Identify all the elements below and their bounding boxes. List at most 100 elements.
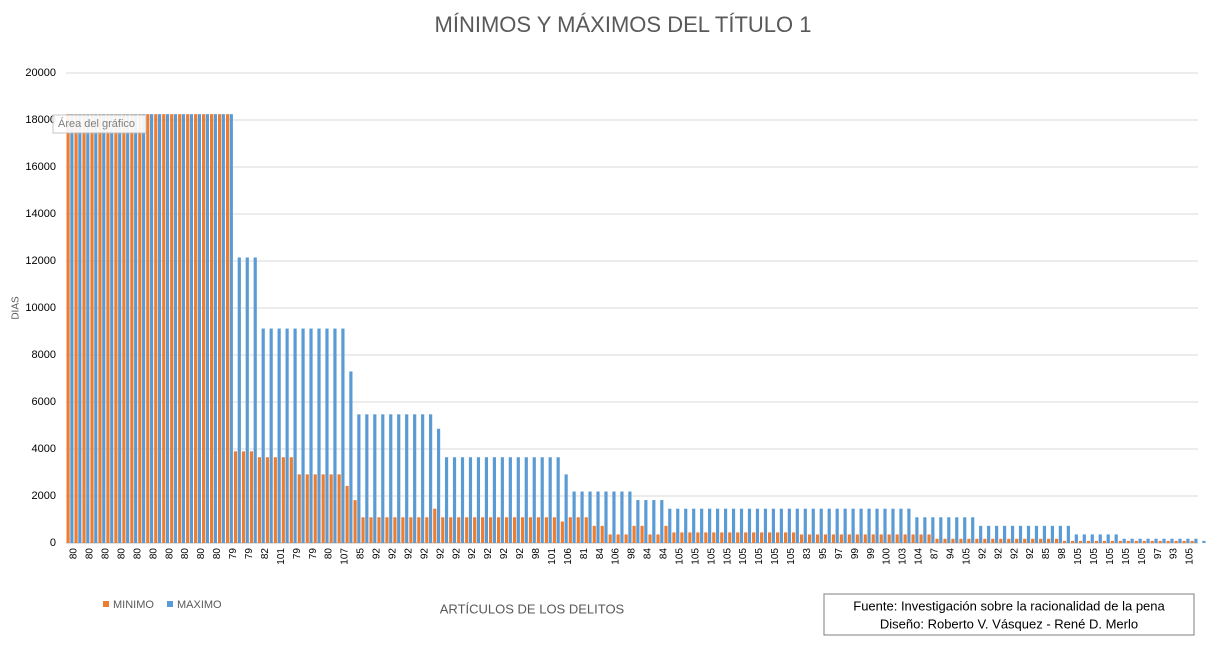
bar [544, 517, 548, 543]
x-tick-label: 105 [1089, 548, 1100, 565]
bar [700, 508, 704, 543]
bar [959, 538, 963, 543]
x-tick-label: 104 [914, 548, 925, 565]
x-tick-label: 84 [595, 548, 606, 560]
bar [935, 538, 939, 543]
y-axis-label: DIAS [11, 296, 22, 320]
bar [481, 517, 485, 543]
bar [345, 485, 349, 543]
bar [281, 457, 285, 543]
bar [309, 328, 313, 543]
x-tick-label: 92 [1025, 548, 1036, 560]
bar [596, 491, 600, 543]
bar [672, 532, 676, 543]
bar [712, 532, 716, 543]
bar [803, 508, 807, 543]
bar [1042, 525, 1047, 543]
bar [564, 474, 568, 543]
x-tick-label: 99 [866, 548, 877, 560]
x-tick-label: 101 [276, 548, 287, 565]
bar [783, 532, 788, 543]
bar [600, 525, 604, 543]
bar [122, 114, 126, 543]
x-tick-label: 98 [627, 548, 638, 560]
bar [1166, 540, 1170, 543]
bar [305, 474, 309, 543]
bar [74, 114, 78, 543]
y-tick-label: 8000 [32, 349, 56, 361]
bar [189, 114, 194, 543]
bar [1090, 534, 1094, 543]
bar [768, 532, 772, 543]
bar [333, 328, 337, 543]
bar [436, 428, 441, 543]
bar [433, 508, 437, 543]
bar [353, 500, 357, 543]
bar [907, 508, 911, 543]
bar [337, 474, 341, 543]
bar [911, 534, 915, 543]
x-tick-label: 80 [164, 548, 175, 560]
x-tick-label: 80 [324, 548, 335, 560]
x-tick-label: 92 [1009, 548, 1020, 560]
bar [720, 532, 724, 543]
bar [154, 114, 158, 543]
x-tick-label: 81 [579, 548, 590, 560]
y-tick-label: 2000 [32, 490, 56, 502]
bar [851, 508, 855, 543]
x-tick-label: 105 [1073, 548, 1084, 565]
bar [114, 114, 118, 543]
bar [763, 508, 768, 543]
bar [325, 328, 329, 543]
x-tick-label: 80 [100, 548, 111, 560]
x-tick-label: 94 [946, 548, 957, 560]
bar [696, 532, 700, 543]
bar [409, 517, 413, 543]
bar [249, 451, 254, 543]
x-tick-label: 79 [244, 548, 255, 560]
bar [608, 534, 612, 543]
bar [604, 491, 608, 543]
bar [512, 517, 517, 543]
bar [843, 508, 847, 543]
bar [787, 508, 791, 543]
bar [859, 508, 863, 543]
bar [1134, 540, 1138, 543]
bar [624, 534, 628, 543]
bar [536, 517, 541, 543]
bar [273, 457, 277, 543]
bar [831, 534, 835, 543]
bar [580, 491, 584, 543]
bar [277, 328, 281, 543]
bar [823, 534, 828, 543]
bar [1182, 540, 1186, 543]
x-tick-label: 80 [116, 548, 127, 560]
bar [484, 457, 489, 543]
bar [648, 534, 652, 543]
bar [747, 508, 752, 543]
x-tick-label: 79 [292, 548, 303, 560]
x-tick-label: 92 [515, 548, 526, 560]
bar [552, 517, 556, 543]
bar [1010, 525, 1015, 543]
bar [955, 517, 959, 543]
x-tick-label: 92 [977, 548, 988, 560]
bar [205, 114, 209, 543]
grid: 0 2000 4000 6000 8000 10000 12000 14000 16000 180… [25, 67, 1198, 565]
bar [979, 525, 983, 543]
x-tick-label: 105 [786, 548, 797, 565]
bar [883, 508, 887, 543]
bar [1138, 538, 1142, 543]
bar [90, 114, 94, 543]
x-tick-label: 92 [387, 548, 398, 560]
bar [1178, 538, 1182, 543]
x-tick-label: 87 [930, 548, 941, 560]
bar [728, 532, 732, 543]
bar [457, 517, 461, 543]
y-tick-label: 16000 [25, 161, 56, 173]
bar [1050, 525, 1055, 543]
bar [357, 414, 361, 543]
x-tick-label: 97 [834, 548, 845, 560]
x-tick-label: 92 [467, 548, 478, 560]
x-tick-label: 100 [882, 548, 893, 565]
